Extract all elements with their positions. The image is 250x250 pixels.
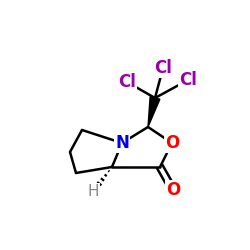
Text: H: H: [87, 184, 99, 200]
Text: Cl: Cl: [118, 73, 136, 91]
Text: O: O: [165, 134, 179, 152]
Text: Cl: Cl: [179, 71, 197, 89]
Polygon shape: [148, 97, 160, 127]
Text: Cl: Cl: [154, 59, 172, 77]
Text: N: N: [115, 134, 129, 152]
Text: O: O: [166, 181, 180, 199]
